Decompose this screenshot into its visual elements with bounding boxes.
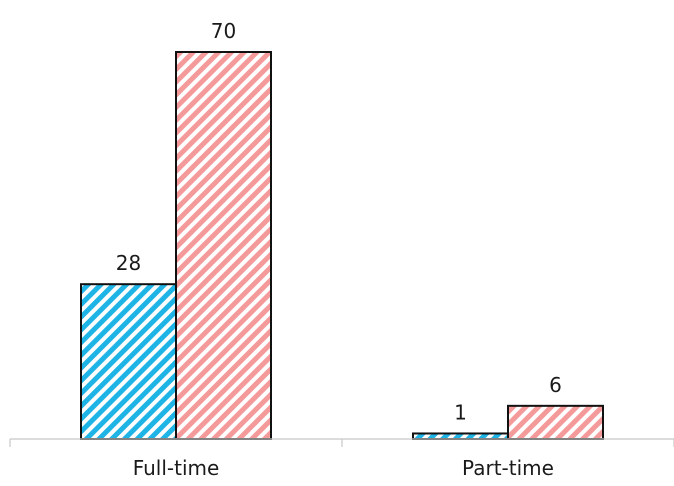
bar-part-time-series-2: [507, 404, 604, 441]
data-label: 28: [116, 251, 141, 275]
data-label: 70: [211, 19, 236, 43]
x-axis: [9, 438, 674, 447]
bar-full-time-series-1: [80, 283, 177, 441]
bars-layer: [80, 51, 604, 441]
data-label: 6: [549, 373, 562, 397]
bar-part-time-series-1: [412, 432, 509, 441]
data-label: 1: [454, 400, 467, 424]
category-label: Part-time: [462, 456, 554, 480]
category-label: Full-time: [133, 456, 220, 480]
bar-full-time-series-2: [175, 51, 272, 440]
labels-layer: 28 70 Full-time 1 6 Part-time: [116, 19, 562, 480]
